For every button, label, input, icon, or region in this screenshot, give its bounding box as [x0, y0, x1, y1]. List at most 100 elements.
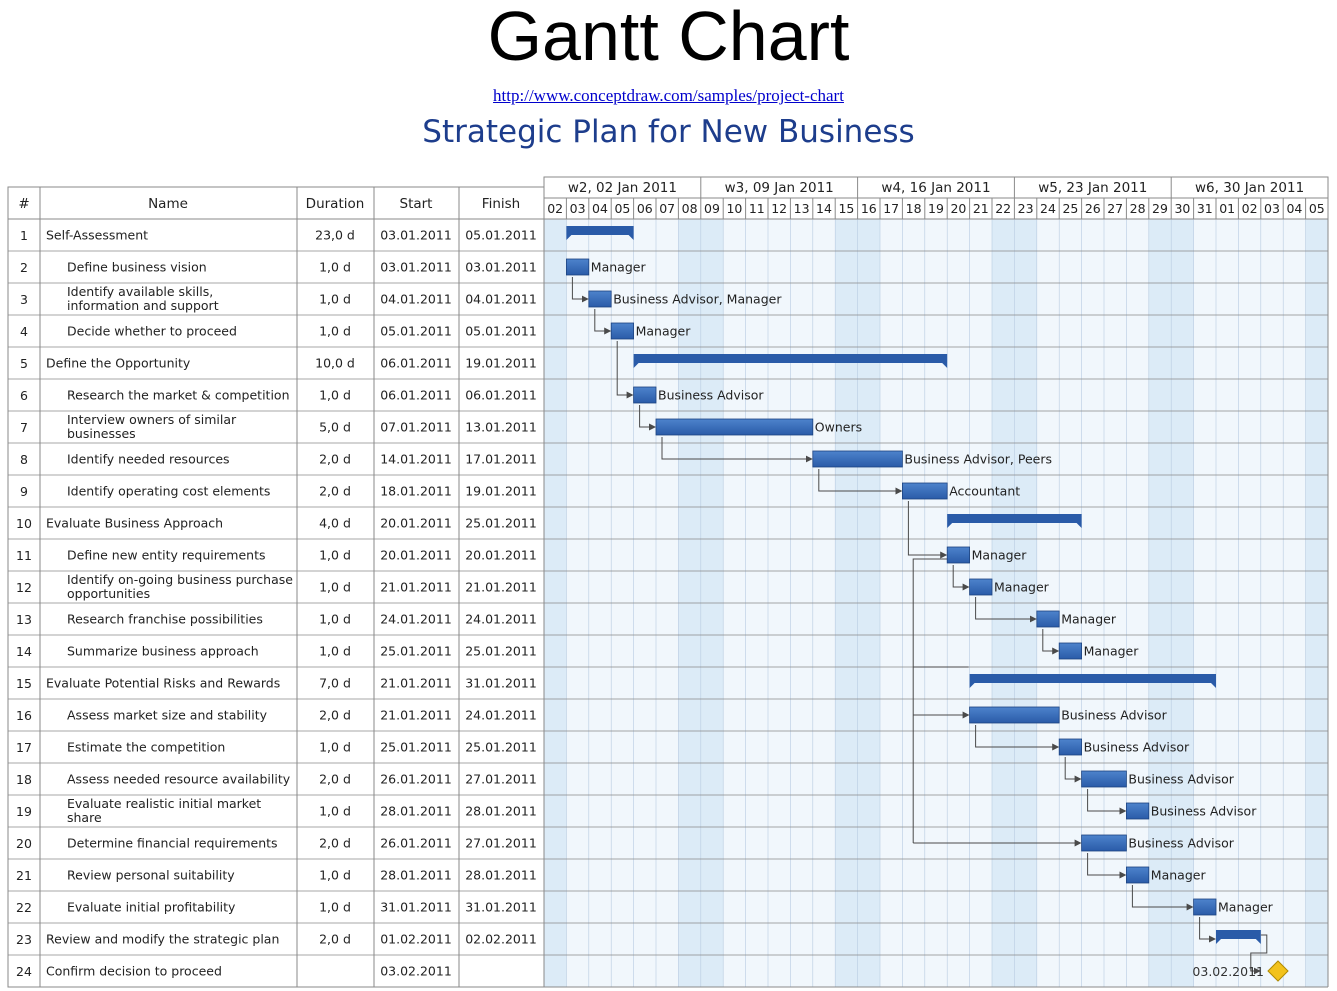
task-duration: 2,0 d: [319, 772, 351, 787]
task-name: Determine financial requirements: [67, 836, 278, 851]
task-name: Research the market & competition: [67, 388, 290, 403]
task-finish: 21.01.2011: [465, 580, 537, 595]
task-duration: 2,0 d: [319, 836, 351, 851]
dependency-link: [912, 558, 952, 843]
task-id: 2: [20, 260, 28, 275]
task-id: 13: [16, 612, 32, 627]
day-label: 02: [1242, 201, 1258, 216]
dependency-link: [571, 277, 589, 303]
task-duration: 1,0 d: [319, 868, 351, 883]
task-finish: 24.01.2011: [465, 612, 537, 627]
task-duration: 1,0 d: [319, 548, 351, 563]
task-duration: 10,0 d: [315, 356, 355, 371]
day-label: 26: [1085, 201, 1101, 216]
resource-label: Business Advisor: [1084, 740, 1190, 755]
task-finish: 27.01.2011: [465, 772, 537, 787]
task-duration: 1,0 d: [319, 324, 351, 339]
task-name: Evaluate Potential Risks and Rewards: [46, 676, 280, 691]
task-finish: 03.01.2011: [465, 260, 537, 275]
resource-label: Manager: [591, 260, 647, 275]
source-link[interactable]: http://www.conceptdraw.com/samples/proje…: [493, 86, 844, 105]
task-name: Decide whether to proceed: [67, 324, 237, 339]
milestone-diamond: [1267, 960, 1289, 982]
day-label: 11: [749, 201, 765, 216]
task-finish: 31.01.2011: [465, 900, 537, 915]
day-label: 08: [682, 201, 698, 216]
task-id: 8: [20, 452, 28, 467]
dependency-link: [907, 501, 948, 559]
task-bar: [1193, 898, 1217, 916]
day-label: 29: [1152, 201, 1168, 216]
task-id: 11: [16, 548, 32, 563]
summary-bar: [633, 354, 948, 363]
task-name: Interview owners of similar businesses: [67, 412, 237, 441]
task-finish: 05.01.2011: [465, 228, 537, 243]
resource-label: Manager: [1151, 868, 1207, 883]
task-name: Confirm decision to proceed: [46, 964, 222, 979]
task-name: Identify operating cost elements: [67, 484, 270, 499]
summary-bar: [947, 514, 1082, 523]
task-name: Define the Opportunity: [46, 356, 191, 371]
day-label: 13: [794, 201, 810, 216]
day-label: 04: [592, 201, 608, 216]
dependency-link: [594, 309, 612, 335]
summary-bar: [969, 674, 1216, 683]
column-header: Name: [148, 196, 188, 212]
task-duration: 4,0 d: [319, 516, 351, 531]
task-start: 28.01.2011: [380, 868, 452, 883]
day-label: 24: [1040, 201, 1056, 216]
task-bar: [1058, 642, 1082, 660]
resource-label: Manager: [1084, 644, 1140, 659]
task-name: Review personal suitability: [67, 868, 235, 883]
task-name: Evaluate realistic initial market share: [67, 796, 261, 825]
task-start: 03.01.2011: [380, 228, 452, 243]
day-label: 12: [771, 201, 787, 216]
task-bar: [1126, 802, 1150, 820]
dependency-link: [661, 437, 813, 463]
dependency-link: [818, 469, 903, 495]
day-label: 19: [928, 201, 944, 216]
dependency-link: [1087, 853, 1127, 879]
day-label: 28: [1130, 201, 1146, 216]
task-bar: [610, 322, 635, 340]
resource-label: Business Advisor: [658, 388, 764, 403]
task-duration: 2,0 d: [319, 708, 351, 723]
task-id: 16: [16, 708, 32, 723]
task-duration: 2,0 d: [319, 484, 351, 499]
week-label: w4, 16 Jan 2011: [881, 180, 990, 196]
task-start: 03.02.2011: [380, 964, 452, 979]
task-id: 24: [16, 964, 32, 979]
task-name: Estimate the competition: [67, 740, 225, 755]
task-id: 5: [20, 356, 28, 371]
task-finish: 19.01.2011: [465, 484, 537, 499]
task-id: 15: [16, 676, 32, 691]
page-title: Gantt Chart: [487, 0, 850, 75]
day-label: 06: [637, 201, 653, 216]
summary-bar-cap: [633, 363, 639, 368]
task-finish: 02.02.2011: [465, 932, 537, 947]
resource-label: Business Advisor: [1061, 708, 1167, 723]
summary-bar-cap: [566, 235, 572, 240]
resource-label: Accountant: [949, 484, 1020, 499]
task-name: Self-Assessment: [46, 228, 148, 243]
task-finish: 04.01.2011: [465, 292, 537, 307]
task-duration: 1,0 d: [319, 388, 351, 403]
task-bar: [946, 546, 971, 564]
day-label: 05: [1309, 201, 1325, 216]
day-label: 30: [1174, 201, 1190, 216]
day-label: 01: [1219, 201, 1235, 216]
task-id: 4: [20, 324, 28, 339]
chart-subtitle: Strategic Plan for New Business: [422, 114, 915, 150]
task-finish: 25.01.2011: [465, 644, 537, 659]
dependency-link: [1250, 934, 1268, 975]
day-label: 02: [547, 201, 563, 216]
week-label: w3, 09 Jan 2011: [725, 180, 834, 196]
day-label: 16: [861, 201, 877, 216]
task-start: 01.02.2011: [380, 932, 452, 947]
task-bar: [1081, 834, 1127, 852]
day-label: 05: [614, 201, 630, 216]
dependency-link: [616, 341, 634, 399]
task-id: 10: [16, 516, 32, 531]
task-finish: 19.01.2011: [465, 356, 537, 371]
task-bar: [1081, 770, 1127, 788]
